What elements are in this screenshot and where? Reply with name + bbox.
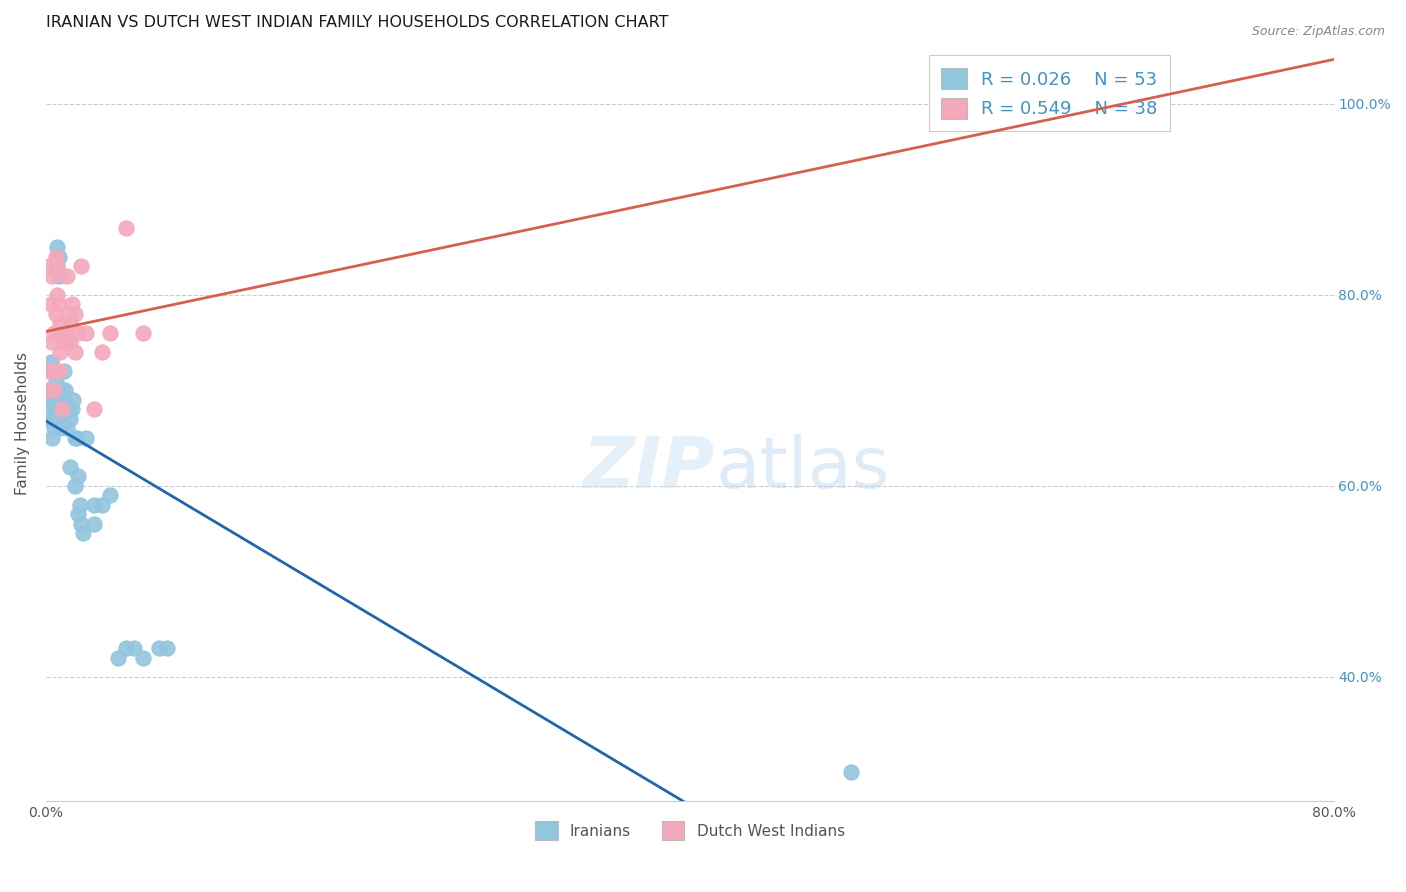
Point bbox=[70, 516, 93, 531]
Point bbox=[49, 392, 72, 407]
Text: atlas: atlas bbox=[716, 434, 890, 503]
Y-axis label: Family Households: Family Households bbox=[15, 352, 30, 495]
Point bbox=[58, 402, 80, 417]
Point bbox=[98, 488, 121, 502]
Point bbox=[83, 498, 105, 512]
Point bbox=[83, 516, 105, 531]
Point bbox=[67, 508, 90, 522]
Point bbox=[48, 250, 70, 264]
Point bbox=[53, 383, 76, 397]
Point bbox=[42, 421, 65, 435]
Point bbox=[49, 345, 72, 359]
Point bbox=[131, 326, 153, 340]
Point bbox=[49, 317, 72, 331]
Point bbox=[67, 469, 90, 483]
Legend: Iranians, Dutch West Indians: Iranians, Dutch West Indians bbox=[529, 815, 851, 846]
Point bbox=[38, 259, 60, 273]
Point bbox=[48, 364, 70, 378]
Point bbox=[51, 383, 73, 397]
Point bbox=[56, 421, 79, 435]
Point bbox=[72, 526, 94, 541]
Point bbox=[46, 259, 69, 273]
Point bbox=[48, 297, 70, 311]
Point bbox=[69, 498, 91, 512]
Point bbox=[63, 479, 86, 493]
Point bbox=[39, 297, 62, 311]
Point bbox=[39, 392, 62, 407]
Point bbox=[41, 335, 63, 350]
Point bbox=[45, 374, 67, 388]
Point bbox=[42, 383, 65, 397]
Point bbox=[37, 383, 59, 397]
Point bbox=[107, 650, 129, 665]
Point bbox=[51, 326, 73, 340]
Point bbox=[46, 259, 69, 273]
Point bbox=[156, 641, 179, 656]
Point bbox=[38, 412, 60, 426]
Point bbox=[51, 402, 73, 417]
Point bbox=[131, 650, 153, 665]
Text: IRANIAN VS DUTCH WEST INDIAN FAMILY HOUSEHOLDS CORRELATION CHART: IRANIAN VS DUTCH WEST INDIAN FAMILY HOUS… bbox=[46, 15, 668, 30]
Point bbox=[59, 335, 82, 350]
Point bbox=[52, 364, 75, 378]
Point bbox=[45, 307, 67, 321]
Point bbox=[115, 641, 138, 656]
Point bbox=[39, 354, 62, 368]
Point bbox=[46, 240, 69, 254]
Point bbox=[45, 402, 67, 417]
Point bbox=[59, 459, 82, 474]
Point bbox=[1129, 96, 1152, 111]
Point bbox=[41, 431, 63, 445]
Point bbox=[63, 431, 86, 445]
Point bbox=[91, 345, 114, 359]
Point bbox=[115, 220, 138, 235]
Point bbox=[39, 364, 62, 378]
Point bbox=[67, 326, 90, 340]
Point bbox=[58, 307, 80, 321]
Point bbox=[62, 392, 84, 407]
Point bbox=[38, 383, 60, 397]
Point bbox=[63, 345, 86, 359]
Point bbox=[98, 326, 121, 340]
Point bbox=[1049, 106, 1071, 120]
Point bbox=[75, 431, 97, 445]
Point bbox=[91, 498, 114, 512]
Point bbox=[52, 326, 75, 340]
Point bbox=[124, 641, 146, 656]
Point bbox=[60, 297, 83, 311]
Point bbox=[59, 412, 82, 426]
Point bbox=[75, 326, 97, 340]
Point bbox=[48, 412, 70, 426]
Point bbox=[41, 268, 63, 283]
Point bbox=[45, 250, 67, 264]
Point bbox=[37, 398, 59, 412]
Point bbox=[42, 326, 65, 340]
Point bbox=[53, 335, 76, 350]
Point bbox=[48, 268, 70, 283]
Text: ZIP: ZIP bbox=[583, 434, 716, 503]
Point bbox=[70, 259, 93, 273]
Point bbox=[83, 402, 105, 417]
Point bbox=[53, 402, 76, 417]
Point bbox=[42, 383, 65, 397]
Point bbox=[41, 412, 63, 426]
Point bbox=[46, 250, 69, 264]
Point bbox=[46, 287, 69, 301]
Point bbox=[39, 364, 62, 378]
Point bbox=[52, 392, 75, 407]
Point bbox=[839, 765, 862, 780]
Point bbox=[63, 307, 86, 321]
Point bbox=[59, 317, 82, 331]
Point bbox=[38, 364, 60, 378]
Point bbox=[60, 402, 83, 417]
Point bbox=[65, 431, 87, 445]
Point bbox=[49, 421, 72, 435]
Point bbox=[56, 268, 79, 283]
Text: Source: ZipAtlas.com: Source: ZipAtlas.com bbox=[1251, 25, 1385, 38]
Point bbox=[148, 641, 170, 656]
Point bbox=[42, 364, 65, 378]
Point bbox=[51, 402, 73, 417]
